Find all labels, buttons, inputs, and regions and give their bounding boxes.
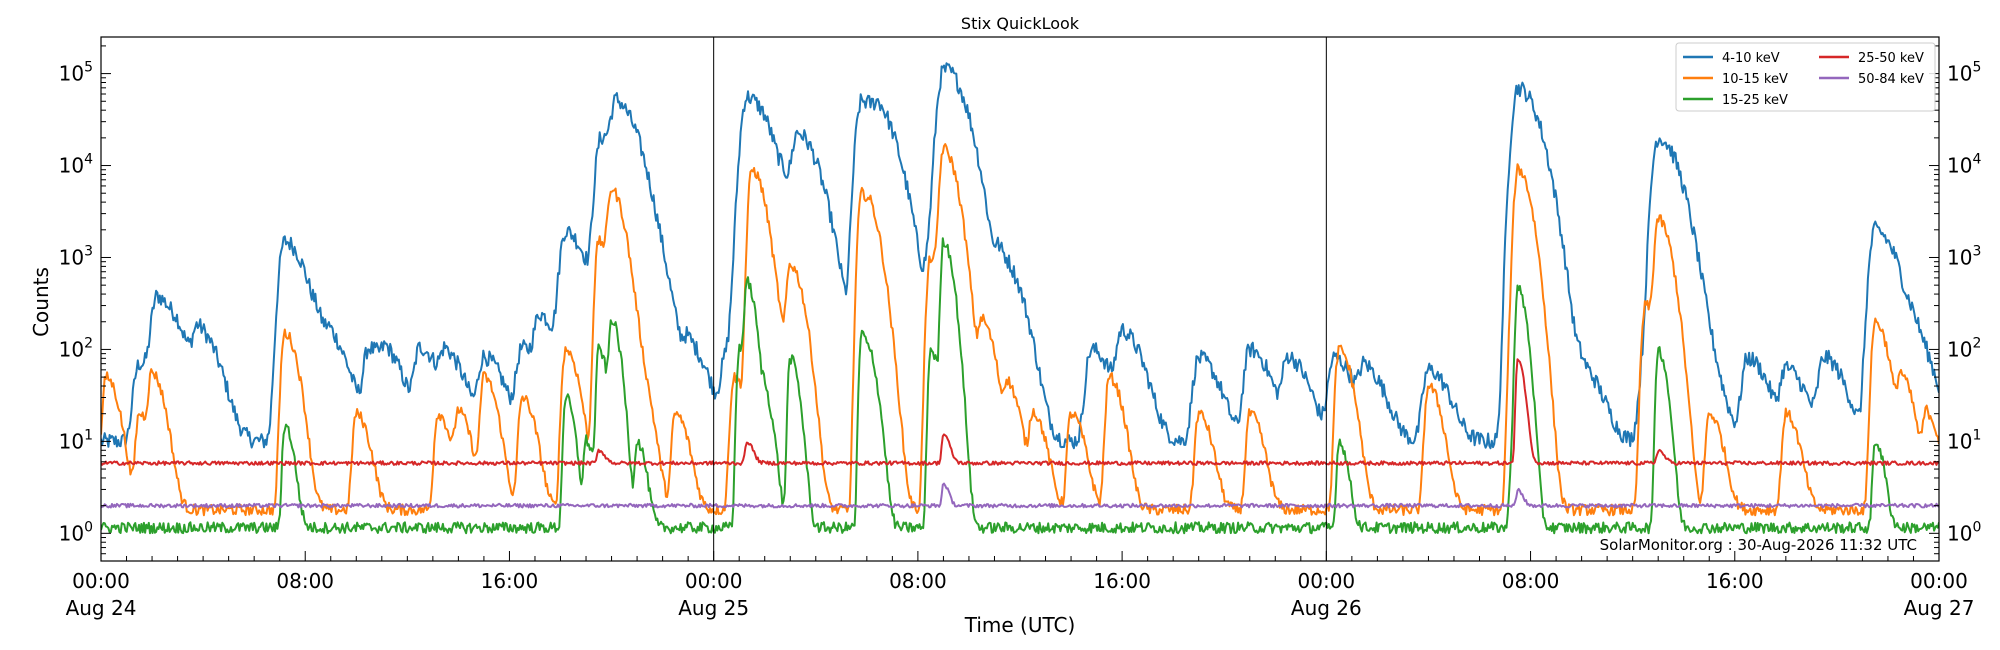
y-axis-label: Counts [29,267,53,337]
x-tick-label-0: 00:00 [72,569,130,593]
y-tick-label-left-5: 105 [59,60,93,86]
axis-ticks [100,45,1940,562]
series-line-25-50-kev [101,358,1939,466]
x-tick-date-9: Aug 27 [1904,596,1975,620]
legend-label-15-25-kev: 15-25 keV [1722,93,1788,108]
y-tick-label-left-4: 104 [59,152,93,178]
x-tick-label-9: 00:00 [1910,569,1968,593]
y-tick-label-left-2: 102 [59,335,93,361]
series-line-50-84-kev [101,482,1939,509]
x-tick-label-7: 08:00 [1502,569,1560,593]
plot-frame [100,36,1940,562]
x-tick-label-4: 08:00 [889,569,947,593]
day-boundary-lines [713,37,1327,561]
x-tick-label-3: 00:00 [685,569,743,593]
legend: 4-10 keV 10-15 keV 15-25 keV 25-50 keV 50-84… [1675,42,1936,112]
y-tick-label-left-0: 100 [59,519,93,545]
legend-label-10-15-kev: 10-15 keV [1722,72,1788,87]
y-tick-label-left-1: 101 [59,427,93,453]
y-tick-label-right-3: 103 [1947,243,1981,269]
y-tick-label-right-5: 105 [1947,60,1981,86]
series-line-15-25-kev [101,237,1939,535]
chart-title: Stix QuickLook [961,14,1080,33]
series-line-4-10-kev [101,62,1939,450]
series-group [101,62,1939,535]
y-tick-label-left-3: 103 [59,243,93,269]
x-tick-label-2: 16:00 [481,569,539,593]
x-tick-label-5: 16:00 [1093,569,1151,593]
legend-label-50-84-kev: 50-84 keV [1858,72,1924,87]
series-line-10-15-kev [101,143,1939,517]
y-tick-label-right-2: 102 [1947,335,1981,361]
footer-credit: SolarMonitor.org : 30-Aug-2026 11:32 UTC [1600,536,1917,554]
x-tick-date-3: Aug 25 [678,596,749,620]
x-tick-date-6: Aug 26 [1291,596,1362,620]
axis-tick-labels: 00:00 Aug 24 08:00 16:00 00:00 Aug 25 08:00 16:… [59,60,1982,620]
y-tick-label-right-0: 100 [1947,519,1981,545]
legend-label-4-10-kev: 4-10 keV [1722,51,1780,66]
x-tick-label-1: 08:00 [276,569,334,593]
legend-label-25-50-kev: 25-50 keV [1858,51,1924,66]
y-tick-label-right-1: 101 [1947,427,1981,453]
x-tick-label-6: 00:00 [1298,569,1356,593]
y-tick-label-right-4: 104 [1947,152,1981,178]
x-tick-label-8: 16:00 [1706,569,1764,593]
x-tick-date-0: Aug 24 [66,596,137,620]
legend-box [1675,42,1936,112]
x-axis-label: Time (UTC) [964,613,1076,637]
